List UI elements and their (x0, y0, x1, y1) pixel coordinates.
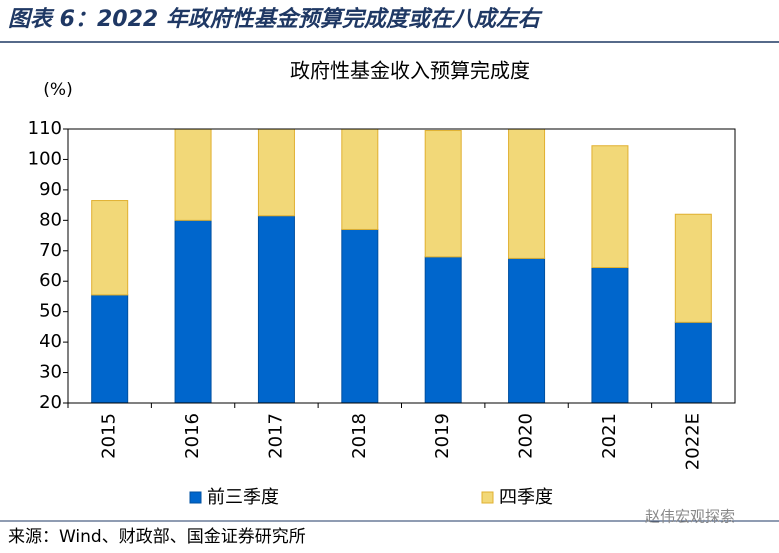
bar-segment (257, 215, 295, 403)
y-tick-label: 40 (39, 331, 62, 352)
y-tick-label: 70 (39, 240, 62, 261)
bar-segment (508, 257, 546, 403)
y-tick-label: 80 (39, 209, 62, 230)
bar-segment (341, 129, 379, 230)
bar-segment (91, 294, 129, 403)
bar-segment (424, 256, 462, 403)
bar-segment (508, 129, 546, 259)
bar-segment (91, 200, 129, 296)
bar-segment (674, 321, 712, 403)
y-tick-label: 20 (39, 392, 62, 413)
x-tick-label: 2021 (599, 413, 620, 459)
y-tick-label: 100 (28, 148, 62, 169)
x-tick-label: 2022E (682, 413, 703, 470)
y-axis-label: (%) (43, 80, 72, 100)
source: 来源：Wind、财政部、国金证券研究所 (8, 527, 306, 547)
page-title: 图表 6：2022 年政府性基金预算完成度或在八成左右 (8, 6, 543, 32)
bar-segment (174, 219, 212, 403)
legend-label: 前三季度 (207, 487, 279, 508)
plot-area (91, 129, 712, 403)
x-tick-label: 2018 (349, 413, 370, 459)
bar-segment (591, 267, 629, 403)
bar-segment (674, 213, 712, 323)
bar-segment (341, 228, 379, 403)
y-tick-label: 50 (39, 301, 62, 322)
y-tick-label: 30 (39, 362, 62, 383)
bar-segment (424, 130, 462, 258)
y-tick-label: 110 (28, 118, 62, 139)
bar-segment (174, 129, 212, 221)
y-tick-label: 90 (39, 179, 62, 200)
bar-segment (257, 129, 295, 217)
x-tick-label: 2017 (265, 413, 286, 459)
x-tick-label: 2019 (432, 413, 453, 459)
plot-frame (67, 128, 736, 404)
legend-swatch (189, 491, 202, 504)
x-tick-label: 2020 (516, 413, 537, 459)
legend-swatch (481, 491, 494, 504)
chart-title: 政府性基金收入预算完成度 (290, 59, 530, 83)
x-tick-label: 2016 (182, 413, 203, 459)
x-tick-label: 2015 (99, 413, 120, 459)
bar-segment (591, 145, 629, 269)
watermark: 赵伟宏观探索 (645, 508, 735, 526)
legend-label: 四季度 (499, 487, 553, 508)
y-tick-label: 60 (39, 270, 62, 291)
